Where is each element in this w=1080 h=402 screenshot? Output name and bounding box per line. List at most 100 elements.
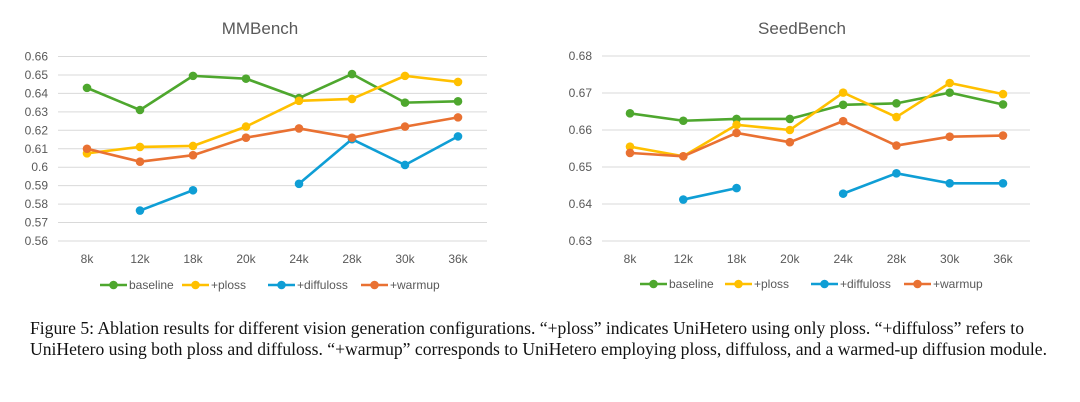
x-tick-label: 30k bbox=[395, 252, 415, 266]
data-point bbox=[945, 78, 955, 88]
series-line bbox=[86, 74, 459, 155]
data-point bbox=[294, 124, 304, 133]
series-warmup bbox=[82, 113, 463, 166]
y-tick-label: 0.68 bbox=[569, 49, 593, 63]
x-tick-label: 8k bbox=[81, 252, 95, 266]
seedbench-chart: SeedBench 0.63 0.64 0.65 0.66 0.67 0.68 8k 12k 18… bbox=[569, 19, 1030, 291]
data-point bbox=[785, 114, 795, 124]
x-tick-label: 18k bbox=[183, 252, 203, 266]
legend-marker bbox=[734, 279, 743, 289]
data-point bbox=[294, 96, 304, 106]
data-point bbox=[998, 100, 1008, 109]
data-point bbox=[892, 112, 901, 122]
x-tick-label: 24k bbox=[833, 252, 853, 266]
legend-label: +warmup bbox=[390, 278, 440, 292]
x-tick-label: 36k bbox=[993, 252, 1013, 266]
legend-label: +warmup bbox=[933, 277, 983, 291]
series-line bbox=[298, 135, 459, 185]
data-point bbox=[625, 148, 635, 158]
data-point bbox=[945, 132, 955, 141]
series-ploss bbox=[82, 71, 463, 158]
data-point bbox=[241, 122, 251, 131]
y-tick-label: 0.65 bbox=[569, 160, 593, 174]
legend-item: baseline bbox=[640, 277, 714, 291]
y-tick-label: 0.64 bbox=[569, 197, 593, 211]
legend-label: +diffuloss bbox=[297, 278, 348, 292]
data-point bbox=[188, 141, 198, 151]
series-diffuloss bbox=[678, 168, 1008, 204]
y-tick-label: 0.6 bbox=[31, 160, 48, 174]
legend-marker bbox=[109, 280, 118, 290]
x-tick-label: 28k bbox=[887, 252, 907, 266]
legend-label: +ploss bbox=[211, 278, 246, 292]
data-point bbox=[241, 133, 251, 142]
legend-marker bbox=[649, 279, 658, 289]
data-point bbox=[347, 69, 357, 79]
legend-item: +diffuloss bbox=[268, 278, 348, 292]
chart-title: SeedBench bbox=[758, 19, 846, 38]
data-point bbox=[400, 71, 410, 81]
data-point bbox=[998, 178, 1008, 188]
legend-marker bbox=[370, 280, 379, 290]
y-tick-label: 0.67 bbox=[569, 86, 593, 100]
legend-item: +diffuloss bbox=[811, 277, 891, 291]
data-point bbox=[188, 150, 198, 160]
data-point bbox=[400, 98, 410, 107]
data-point bbox=[453, 132, 463, 141]
y-tick-label: 0.56 bbox=[25, 234, 49, 248]
data-point bbox=[678, 195, 688, 204]
data-point bbox=[135, 206, 145, 215]
data-point bbox=[785, 125, 795, 135]
data-point bbox=[678, 151, 688, 161]
data-point bbox=[453, 77, 463, 87]
data-point bbox=[945, 178, 955, 188]
series-warmup bbox=[625, 116, 1008, 161]
data-point bbox=[892, 141, 901, 150]
legend-item: +warmup bbox=[361, 278, 440, 292]
legend-marker bbox=[277, 280, 286, 290]
data-point bbox=[732, 128, 741, 138]
data-point bbox=[135, 157, 145, 166]
y-tick-label: 0.66 bbox=[25, 50, 49, 64]
data-point bbox=[453, 97, 463, 106]
data-point bbox=[241, 74, 251, 83]
legend-item: +warmup bbox=[904, 277, 983, 291]
data-point bbox=[347, 133, 357, 142]
data-point bbox=[82, 83, 92, 93]
y-tick-label: 0.62 bbox=[25, 123, 49, 137]
data-point bbox=[294, 179, 304, 189]
x-tick-label: 30k bbox=[940, 252, 960, 266]
x-tick-label: 18k bbox=[727, 252, 747, 266]
data-point bbox=[998, 89, 1008, 99]
data-point bbox=[838, 88, 848, 97]
mmbench-chart: MMBench 0.56 0.57 0.58 0.59 0.6 0.61 0.62 0.63 0.… bbox=[25, 19, 487, 292]
x-tick-label: 24k bbox=[289, 252, 309, 266]
legend-label: +diffuloss bbox=[840, 277, 891, 291]
y-tick-label: 0.63 bbox=[25, 105, 49, 119]
data-point bbox=[135, 105, 145, 115]
figure-caption: Figure 5: Ablation results for different… bbox=[30, 318, 1048, 359]
legend-marker bbox=[820, 279, 829, 289]
data-point bbox=[625, 142, 635, 151]
data-point bbox=[400, 122, 410, 131]
y-tick-label: 0.63 bbox=[569, 234, 593, 248]
legend-item: baseline bbox=[100, 278, 174, 292]
series-line bbox=[86, 72, 459, 112]
legend-item: +ploss bbox=[725, 277, 789, 291]
series-line bbox=[629, 119, 1004, 158]
legend-label: baseline bbox=[669, 277, 714, 291]
data-point bbox=[732, 183, 741, 193]
data-point bbox=[998, 131, 1008, 140]
legend-marker bbox=[191, 280, 200, 290]
data-point bbox=[347, 94, 357, 104]
data-point bbox=[892, 99, 901, 108]
series-line bbox=[139, 189, 194, 212]
data-point bbox=[135, 142, 145, 152]
series-line bbox=[629, 91, 1004, 123]
x-tick-label: 20k bbox=[780, 252, 800, 266]
series-line bbox=[842, 171, 1003, 195]
series-baseline bbox=[625, 88, 1008, 126]
legend-label: +ploss bbox=[754, 277, 789, 291]
data-point bbox=[188, 71, 198, 81]
data-point bbox=[945, 88, 955, 97]
